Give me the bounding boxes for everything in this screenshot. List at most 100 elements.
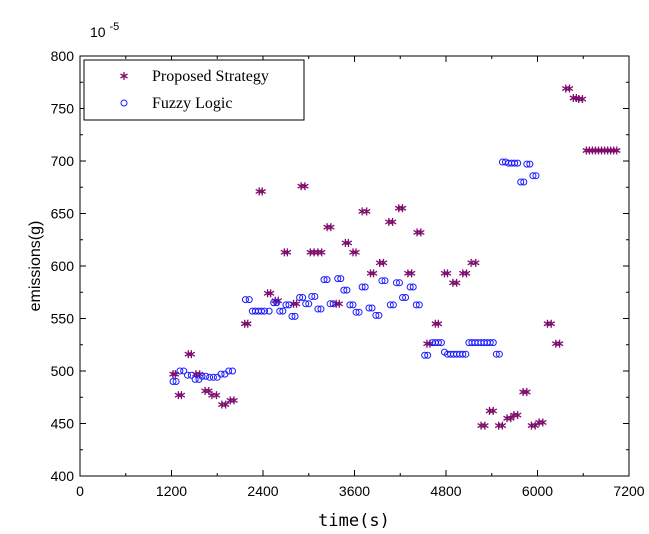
proposed-strategy-point [274,296,283,305]
fuzzy-logic-point [282,301,290,309]
proposed-strategy-point [440,269,449,278]
x-tick-label: 2400 [247,483,278,499]
fuzzy-logic-point [296,294,304,301]
proposed-strategy-point [385,217,393,226]
fuzzy-logic-point [381,277,389,285]
legend-label-fuzzy-logic: Fuzzy Logic [152,95,232,112]
fuzzy-logic-point [365,304,373,312]
fuzzy-logic-point [213,373,221,381]
fuzzy-logic-point [389,301,397,309]
proposed-strategy-point [258,187,267,196]
data-points [169,84,621,430]
fuzzy-logic-point [257,307,265,315]
proposed-strategy-point [174,391,183,400]
fuzzy-logic-point [514,159,522,167]
fuzzy-logic-point [523,160,531,168]
legend-marker-proposed-strategy [120,72,128,80]
y-tick-label: 600 [51,258,75,274]
x-tick-label: 4800 [430,483,461,499]
proposed-strategy-point [547,319,556,328]
fuzzy-logic-point [229,367,236,375]
proposed-strategy-point [489,406,498,415]
fuzzy-logic-point [361,283,369,291]
fuzzy-logic-point [511,159,519,167]
y-axis-title: emissions(g) [27,221,44,312]
fuzzy-logic-point [358,283,366,291]
proposed-strategy-point [263,289,272,298]
fuzzy-logic-point [520,178,528,186]
proposed-strategy-point [349,248,357,257]
fuzzy-logic-point [245,296,253,304]
fuzzy-logic-point [334,275,342,283]
legend-label-proposed-strategy: Proposed Strategy [152,68,269,85]
fuzzy-logic-point [288,312,296,320]
fuzzy-logic-point [489,339,497,347]
fuzzy-logic-point [421,351,429,359]
fuzzy-logic-point [526,160,534,168]
proposed-strategy-point [565,84,574,93]
proposed-strategy-point [352,248,360,257]
proposed-strategy-point [266,289,275,298]
proposed-strategy-point [375,258,384,267]
proposed-strategy-point [523,388,531,396]
fuzzy-logic-point [368,304,376,312]
proposed-strategy-point [591,146,600,155]
x-tick-label: 1200 [156,483,187,499]
fuzzy-logic-point [317,305,325,313]
proposed-strategy-point [417,228,425,237]
fuzzy-logic-point [352,308,360,316]
proposed-strategy-point [594,146,603,155]
proposed-strategy-point [310,248,318,257]
fuzzy-logic-point [299,294,307,301]
proposed-strategy-point [358,207,366,216]
fuzzy-logic-point [180,367,188,375]
x-tick-label: 0 [76,483,84,499]
fuzzy-logic-point [198,372,206,380]
fuzzy-logic-point [340,286,348,294]
fuzzy-logic-point [176,367,184,375]
proposed-strategy-point [243,319,252,328]
fuzzy-logic-point [415,301,423,309]
proposed-strategy-point [603,146,612,155]
fuzzy-logic-point [406,283,414,291]
proposed-strategy-point [431,319,440,328]
proposed-strategy-point [585,146,594,155]
y-multiplier-exponent: -5 [109,21,119,33]
y-tick-label: 400 [51,468,75,484]
proposed-strategy-point [531,421,540,430]
proposed-strategy-point [555,339,564,348]
proposed-strategy-point [280,248,289,257]
fuzzy-logic-point [495,350,503,358]
legend-asterisk-icon [120,72,128,80]
proposed-strategy-point [388,217,397,226]
fuzzy-logic-point [486,339,494,347]
fuzzy-logic-point [343,286,351,294]
fuzzy-logic-point [270,299,278,307]
y-multiplier-base: 10 [90,24,106,40]
y-tick-label: 450 [51,416,75,432]
proposed-strategy-point [362,207,371,216]
proposed-strategy-point [503,414,511,423]
proposed-strategy-point [394,204,403,213]
fuzzy-logic-point [529,172,537,180]
fuzzy-logic-point [225,367,233,375]
proposed-strategy-point [240,319,249,328]
fuzzy-logic-point [517,178,525,186]
proposed-strategy-point [481,421,489,430]
fuzzy-logic-point [187,371,195,379]
fuzzy-logic-point [276,307,284,315]
fuzzy-logic-point [302,300,310,308]
proposed-strategy-point [471,258,480,267]
fuzzy-logic-point [209,373,217,381]
proposed-strategy-point [398,204,407,213]
fuzzy-logic-point [305,300,313,308]
fuzzy-logic-point [169,378,177,385]
proposed-strategy-point [485,406,494,415]
proposed-strategy-point [306,248,315,257]
proposed-strategy-point [543,319,552,328]
fuzzy-logic-point [434,339,442,347]
proposed-strategy-point [477,421,485,430]
proposed-strategy-point [335,299,344,308]
y-tick-label: 750 [51,101,75,117]
